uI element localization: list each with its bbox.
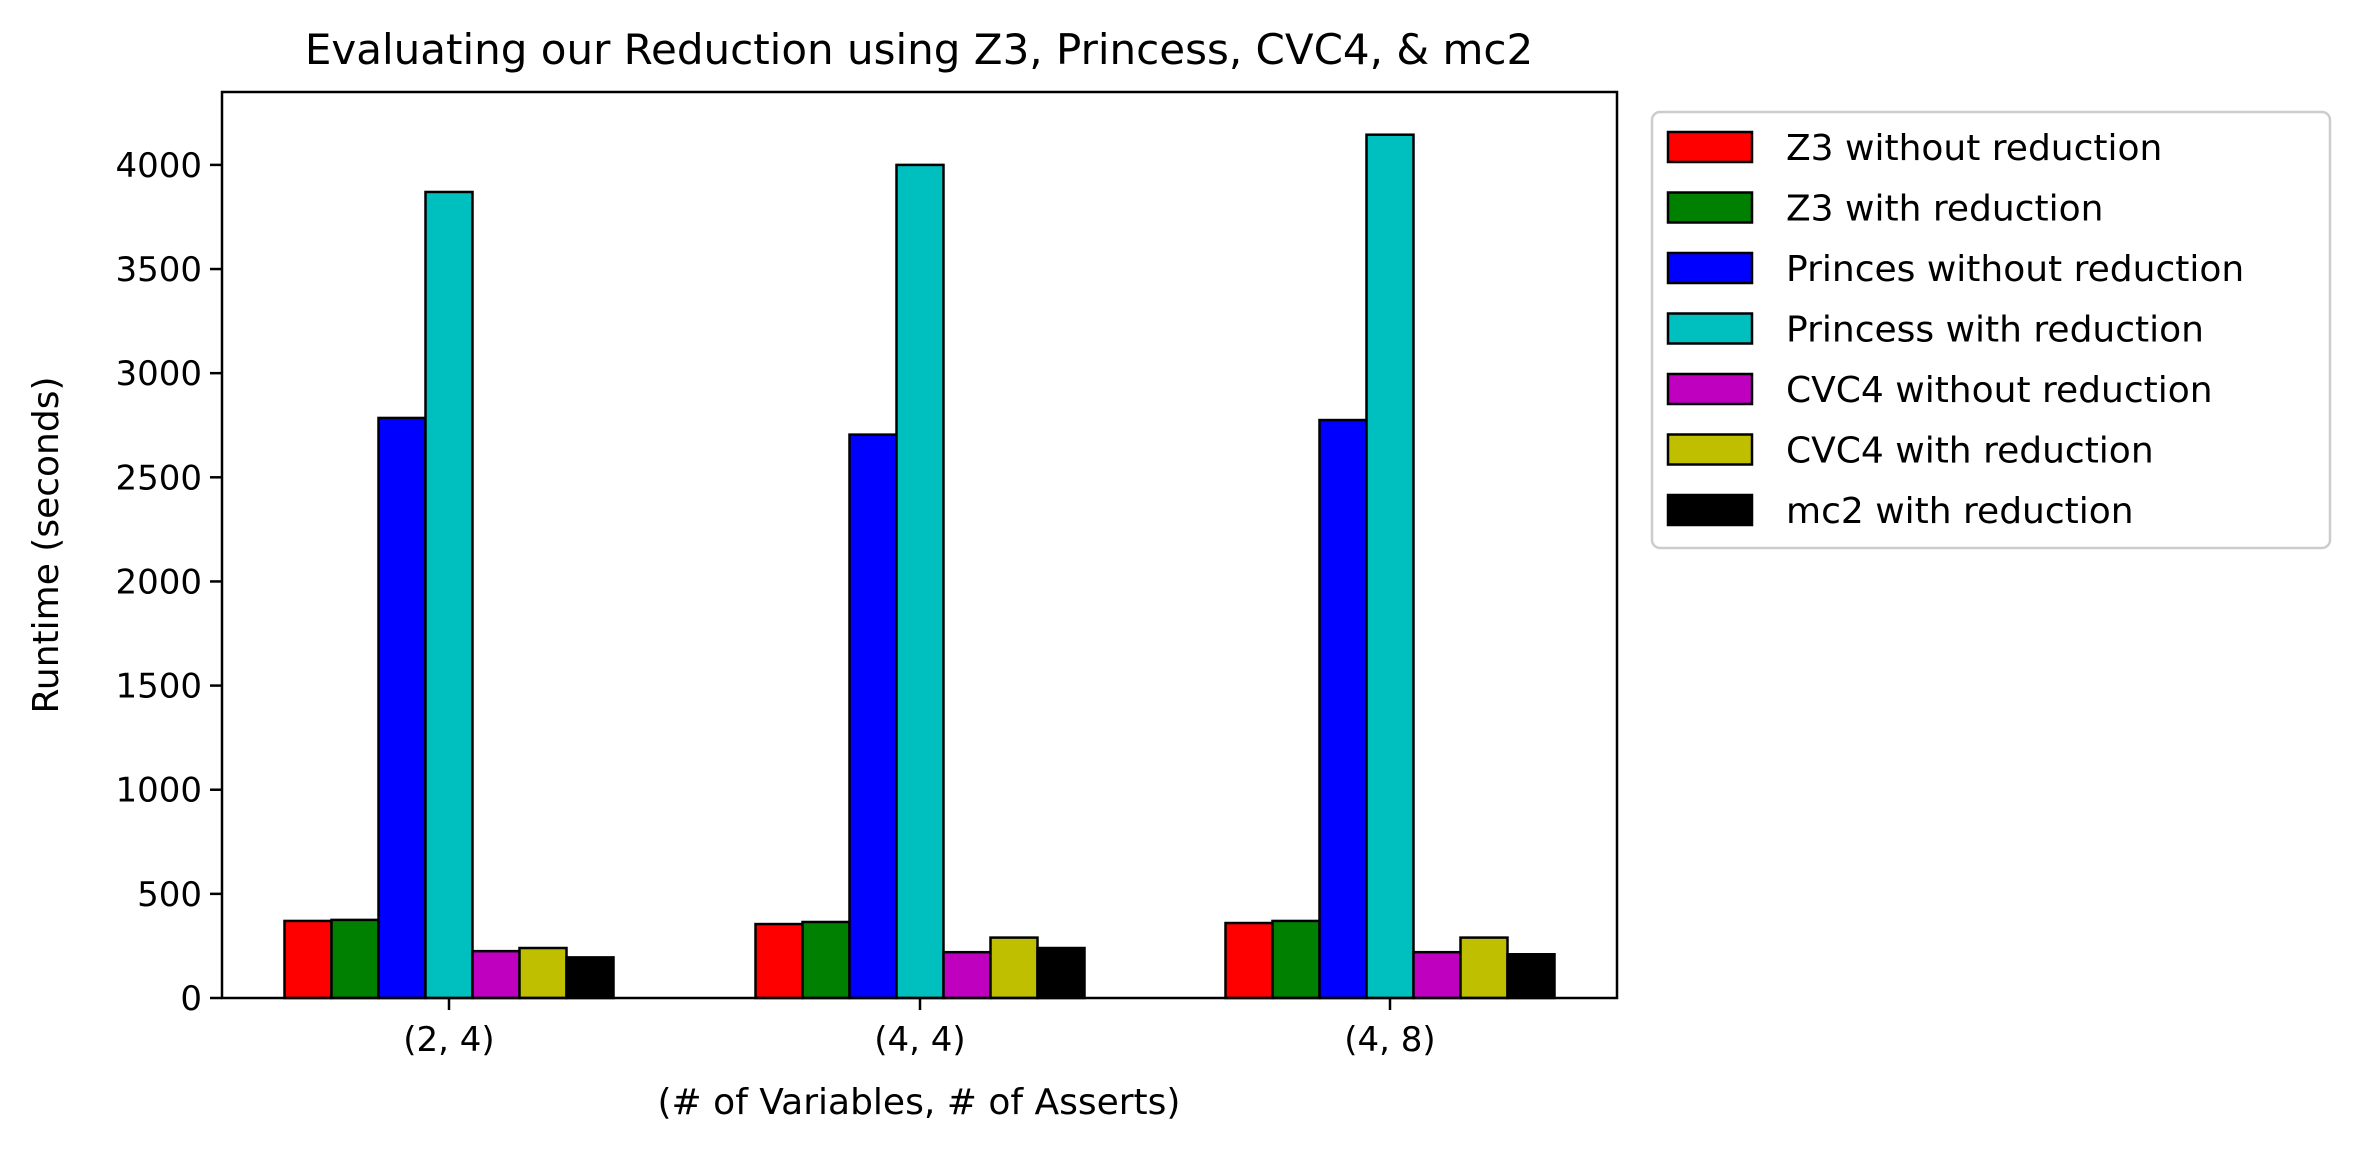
x-axis-label: (# of Variables, # of Asserts)	[658, 1082, 1181, 1123]
y-tick-label: 2500	[115, 458, 202, 498]
y-tick-label: 2000	[115, 562, 202, 602]
bar	[1224, 921, 1274, 1000]
legend-frame	[1650, 110, 2332, 550]
y-axis-ticks: 0 500 1000 1500 2000 2500 3000 3500 4000	[115, 146, 222, 1019]
bars-layer	[283, 133, 1556, 1000]
bar	[1271, 919, 1321, 1000]
legend-label: mc2 with reduction	[1786, 491, 2134, 532]
bar	[1036, 946, 1086, 1000]
y-tick-label: 3000	[115, 354, 202, 394]
bar	[1412, 950, 1462, 1000]
y-tick-label: 1500	[115, 667, 202, 707]
legend-swatch	[1666, 191, 1754, 224]
y-tick-label: 500	[137, 875, 202, 915]
legend-label: Z3 with reduction	[1786, 189, 2103, 230]
legend-label: Z3 without reduction	[1786, 128, 2162, 169]
bar	[848, 433, 898, 1000]
bar	[1365, 133, 1415, 1000]
bar	[471, 949, 521, 1000]
bar	[1459, 936, 1509, 1000]
chart-title: Evaluating our Reduction using Z3, Princ…	[305, 25, 1533, 74]
bar	[565, 956, 615, 1000]
bar	[989, 936, 1039, 1000]
x-tick-label: (4, 4)	[874, 1020, 965, 1060]
bar	[895, 163, 945, 1000]
legend-swatch	[1666, 251, 1754, 285]
plot-frame	[220, 90, 1619, 1000]
legend-swatch	[1666, 312, 1754, 345]
legend-label: Princess with reduction	[1786, 310, 2204, 351]
bar	[754, 922, 804, 1000]
legend-label: CVC4 without reduction	[1786, 370, 2213, 411]
y-tick-label: 0	[180, 979, 202, 1019]
x-axis-ticks: (2, 4) (4, 4) (4, 8)	[403, 998, 1436, 1060]
legend-swatch	[1666, 493, 1754, 527]
legend-swatch	[1666, 433, 1754, 466]
y-tick-label: 4000	[115, 146, 202, 186]
bar	[1318, 418, 1368, 1000]
y-tick-label: 3500	[115, 250, 202, 290]
x-tick-label: (2, 4)	[403, 1020, 494, 1060]
bar	[1506, 953, 1556, 1000]
y-tick-label: 1000	[115, 771, 202, 811]
bar	[942, 950, 992, 1000]
bar	[424, 190, 474, 1000]
legend-label: Princes without reduction	[1786, 249, 2244, 290]
legend-label: CVC4 with reduction	[1786, 431, 2154, 472]
y-axis-label: Runtime (seconds)	[26, 376, 67, 713]
legend-swatch	[1666, 372, 1754, 406]
bar	[330, 918, 380, 1000]
x-tick-label: (4, 8)	[1344, 1020, 1435, 1060]
bar	[518, 946, 568, 1000]
legend-swatch	[1666, 130, 1754, 164]
bar	[377, 416, 427, 1000]
bar	[283, 919, 333, 1000]
legend: Z3 without reduction Z3 with reduction Pri…	[1650, 110, 2332, 550]
bar	[801, 920, 851, 1000]
